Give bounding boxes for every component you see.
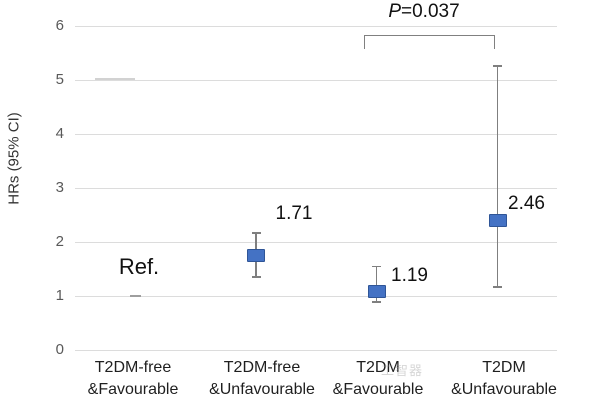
ci-cap-upper [493, 65, 502, 67]
ci-whisker [375, 266, 378, 302]
x-category-line-2: &Unfavourable [451, 381, 557, 398]
ci-cap-upper [251, 232, 261, 234]
x-category-label: T2DM-free &Favourable [88, 357, 179, 401]
x-category-label: T2DM &Favourable [333, 357, 424, 401]
hr-value-label: 2.46 [508, 192, 545, 214]
gridline-6 [75, 26, 557, 27]
reference-label: Ref. [118, 254, 160, 279]
ci-cap-lower [493, 286, 502, 288]
gridline-4 [75, 134, 557, 135]
hr-point-marker [367, 285, 386, 299]
ci-cap-upper [372, 265, 381, 268]
x-category-line-1: T2DM [356, 359, 400, 376]
gridline-1 [75, 296, 557, 297]
x-category-label: T2DM &Unfavourable [451, 357, 557, 401]
hr-value-label: 1.19 [391, 264, 428, 286]
ci-whisker [496, 65, 499, 287]
p-symbol: P [388, 1, 402, 22]
gridline-2 [75, 242, 557, 243]
hr-point-marker [247, 249, 265, 262]
hr-point-marker [488, 214, 507, 228]
y-tick-label-4: 4 [55, 125, 64, 142]
significance-bracket [364, 35, 495, 49]
y-tick-label-1: 1 [55, 287, 64, 304]
p-value-text: =0.037 [401, 1, 460, 22]
x-category-line-1: T2DM [482, 359, 526, 376]
y-tick-label-6: 6 [55, 17, 64, 34]
gridline-5 [75, 80, 557, 81]
watermark: 工智器 [381, 363, 424, 378]
y-tick-label-2: 2 [55, 233, 64, 250]
ci-cap-lower [372, 301, 381, 303]
y-tick-label-3: 3 [55, 179, 64, 196]
gridline-0 [75, 350, 557, 351]
x-category-line-1: T2DM-free [223, 359, 301, 376]
x-category-line-2: &Favourable [332, 381, 424, 398]
x-category-line-2: &Unfavourable [209, 381, 315, 398]
x-category-line-2: &Favourable [87, 381, 179, 398]
y-axis-title: HRs (95% CI) [5, 112, 23, 205]
reference-marker [129, 295, 141, 297]
y-tick-label-0: 0 [55, 341, 64, 358]
hr-value-label: 1.71 [275, 203, 313, 224]
x-category-line-1: T2DM-free [94, 359, 172, 376]
ci-cap-lower [251, 276, 261, 278]
p-value-label: P=0.037 [388, 1, 459, 23]
gridline-3 [75, 188, 557, 189]
y-tick-label-5: 5 [55, 71, 64, 88]
x-category-label: T2DM-free &Unfavourable [209, 357, 315, 401]
watermark-artifact [95, 78, 135, 80]
